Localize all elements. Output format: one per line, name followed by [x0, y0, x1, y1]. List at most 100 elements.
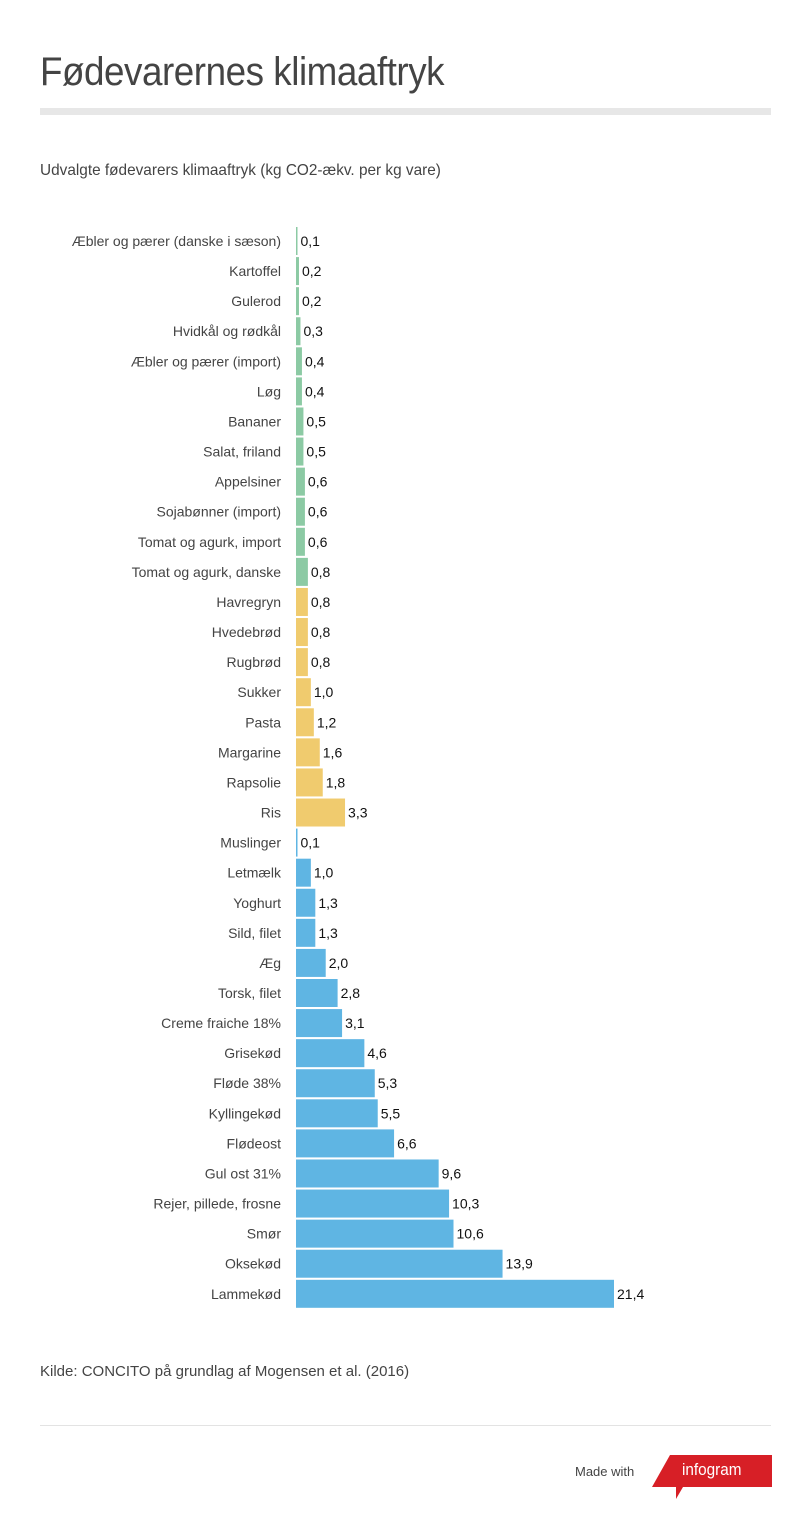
category-label: Hvidkål og rødkål: [173, 323, 281, 339]
chart-category-labels: Æbler og pærer (danske i sæson) Kartoffel…: [72, 233, 282, 1302]
bar: [296, 1159, 439, 1188]
value-label: 0,5: [306, 444, 326, 460]
bar: [296, 1129, 395, 1158]
value-label: 0,6: [308, 534, 328, 550]
page-title: Fødevarernes klimaaftryk: [40, 50, 445, 94]
category-label: Grisekød: [224, 1045, 281, 1061]
value-label: 0,8: [311, 654, 331, 670]
value-label: 1,0: [314, 684, 334, 700]
value-label: 4,6: [367, 1045, 387, 1061]
value-label: 10,3: [452, 1196, 479, 1212]
bar: [296, 948, 326, 977]
bar: [296, 1249, 503, 1278]
category-label: Torsk, filet: [218, 985, 281, 1001]
value-label: 21,4: [617, 1286, 644, 1302]
infogram-logo-link[interactable]: infogram: [652, 1455, 772, 1500]
bar: [296, 1279, 614, 1308]
category-label: Bananer: [228, 413, 281, 429]
value-label: 13,9: [506, 1256, 533, 1272]
category-label: Smør: [247, 1226, 282, 1242]
value-label: 3,1: [345, 1015, 365, 1031]
title-divider: [40, 108, 771, 115]
value-label: 6,6: [397, 1135, 417, 1151]
category-label: Æbler og pærer (import): [131, 353, 281, 369]
value-label: 0,5: [306, 413, 326, 429]
value-label: 0,8: [311, 624, 331, 640]
value-label: 2,0: [329, 955, 349, 971]
category-label: Salat, friland: [203, 444, 281, 460]
category-label: Tomat og agurk, import: [138, 534, 281, 550]
category-label: Flødeost: [227, 1135, 282, 1151]
category-label: Creme fraiche 18%: [161, 1015, 281, 1031]
value-label: 10,6: [457, 1226, 484, 1242]
bar: [296, 979, 338, 1007]
value-label: 0,6: [308, 474, 328, 490]
bar: [296, 227, 298, 255]
category-label: Sukker: [237, 684, 281, 700]
infogram-brand-text: infogram: [682, 1460, 742, 1479]
bar: [296, 467, 305, 496]
value-label: 1,2: [317, 714, 337, 730]
bar: [296, 317, 301, 346]
bar: [296, 287, 299, 316]
value-label: 1,3: [318, 925, 338, 941]
bar: [296, 377, 302, 406]
category-label: Sojabønner (import): [157, 504, 282, 520]
category-label: Havregryn: [216, 594, 281, 610]
value-label: 1,8: [326, 774, 346, 790]
category-label: Gulerod: [231, 293, 281, 309]
infogram-logo-icon: [652, 1455, 772, 1499]
source-note: Kilde: CONCITO på grundlag af Mogensen e…: [40, 1363, 410, 1380]
bar: [296, 527, 305, 556]
value-label: 0,8: [311, 594, 331, 610]
category-label: Lammekød: [211, 1286, 281, 1302]
bar: [296, 1069, 375, 1098]
category-label: Gul ost 31%: [205, 1165, 281, 1181]
value-label: 0,1: [301, 835, 321, 851]
value-label: 9,6: [442, 1165, 462, 1181]
bar: [296, 708, 314, 737]
bar: [296, 437, 304, 466]
value-label: 0,4: [305, 383, 325, 399]
value-label: 0,2: [302, 263, 322, 279]
bar: [296, 1009, 343, 1038]
category-label: Æg: [259, 955, 281, 971]
category-label: Rejer, pillede, frosne: [153, 1196, 281, 1212]
bar: [296, 678, 311, 707]
category-label: Kyllingekød: [209, 1105, 281, 1121]
category-label: Løg: [257, 383, 281, 399]
bar: [296, 918, 316, 947]
bar: [296, 1099, 378, 1128]
value-label: 1,6: [323, 744, 343, 760]
value-label: 0,6: [308, 504, 328, 520]
category-label: Yoghurt: [233, 895, 281, 911]
bar: [296, 587, 308, 616]
category-label: Pasta: [245, 714, 281, 730]
category-label: Appelsiner: [215, 474, 281, 490]
value-label: 0,8: [311, 564, 331, 580]
bar: [296, 738, 320, 767]
value-label: 0,4: [305, 353, 325, 369]
value-label: 2,8: [341, 985, 361, 1001]
bar-chart: Æbler og pærer (danske i sæson) Kartoffel…: [72, 227, 645, 1308]
chart-value-labels: 0,1 0,2 0,2 0,3 0,4 0,4 0,5 0,5 0,6 0,6 0,6 0,8 0,8 0…: [301, 233, 645, 1302]
category-label: Letmælk: [227, 865, 282, 881]
footer-divider: [40, 1425, 771, 1426]
chart-bars: [296, 227, 614, 1308]
chart-subtitle: Udvalgte fødevarers klimaaftryk (kg CO2-…: [40, 162, 441, 179]
value-label: 0,1: [301, 233, 321, 249]
category-label: Ris: [261, 805, 281, 821]
category-label: Hvedebrød: [212, 624, 281, 640]
bar: [296, 497, 305, 526]
made-with-text: Made with: [575, 1464, 635, 1479]
category-label: Oksekød: [225, 1256, 281, 1272]
value-label: 0,3: [303, 323, 323, 339]
value-label: 5,3: [378, 1075, 398, 1091]
bar: [296, 1039, 365, 1068]
category-label: Kartoffel: [229, 263, 281, 279]
value-label: 5,5: [381, 1105, 401, 1121]
bar: [296, 798, 346, 827]
category-label: Tomat og agurk, danske: [132, 564, 282, 580]
category-label: Rapsolie: [227, 774, 282, 790]
category-label: Fløde 38%: [213, 1075, 281, 1091]
